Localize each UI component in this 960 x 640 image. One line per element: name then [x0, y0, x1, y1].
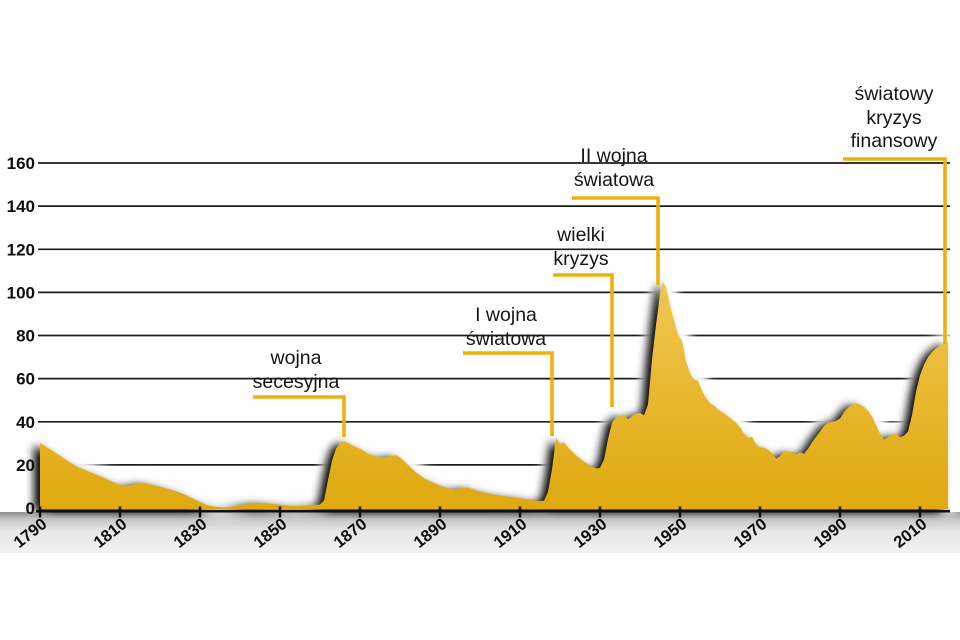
y-tick-label: 160 — [7, 154, 35, 173]
callout-line — [553, 275, 612, 407]
x-tick-label: 1850 — [250, 515, 290, 552]
annotation-text-line: światowa — [466, 328, 546, 352]
annotation-text-line: wielki — [553, 224, 608, 248]
annotation-text-line: II wojna — [574, 145, 654, 169]
annotation-label: II wojnaświatowa — [574, 145, 654, 192]
annotation-text-line: światowy — [851, 83, 938, 107]
y-tick-label: 0 — [26, 499, 35, 518]
annotation-text-line: wojna — [253, 347, 340, 371]
annotation-text-line: secesyjna — [253, 371, 340, 395]
annotation-text-line: kryzys — [851, 107, 938, 131]
callout-line — [463, 353, 552, 436]
x-tick-label: 1790 — [10, 515, 50, 552]
x-tick-label: 1990 — [810, 515, 850, 552]
y-tick-label: 140 — [7, 197, 35, 216]
annotation-label: wielkikryzys — [553, 224, 608, 271]
annotation-text-line: finansowy — [851, 130, 938, 154]
x-tick-label: 1910 — [490, 515, 530, 552]
x-tick-label: 1970 — [730, 515, 770, 552]
x-tick-label: 1830 — [170, 515, 210, 552]
annotation-label: I wojnaświatowa — [466, 304, 546, 351]
y-tick-label: 20 — [16, 456, 35, 475]
x-tick-label: 1810 — [90, 515, 130, 552]
y-tick-label: 120 — [7, 240, 35, 259]
y-tick-label: 60 — [16, 370, 35, 389]
x-tick-label: 1890 — [410, 515, 450, 552]
annotation-text-line: kryzys — [553, 248, 608, 272]
callout-line — [253, 397, 344, 437]
x-tick-label: 1870 — [330, 515, 370, 552]
annotation-text-line: I wojna — [466, 304, 546, 328]
y-tick-label: 80 — [16, 327, 35, 346]
x-tick-label: 1930 — [570, 515, 610, 552]
x-tick-label: 1950 — [650, 515, 690, 552]
annotation-label: wojnasecesyjna — [253, 347, 340, 394]
y-tick-label: 100 — [7, 283, 35, 302]
annotation-text-line: światowa — [574, 169, 654, 193]
chart-canvas: 1790 1810 1830 1850 1870 1890 1910 1930 1950 1970… — [0, 0, 960, 640]
annotation-label: światowykryzysfinansowy — [851, 83, 938, 154]
x-tick-label: 2010 — [890, 515, 930, 552]
callout-line — [843, 159, 945, 344]
y-tick-label: 40 — [16, 413, 35, 432]
